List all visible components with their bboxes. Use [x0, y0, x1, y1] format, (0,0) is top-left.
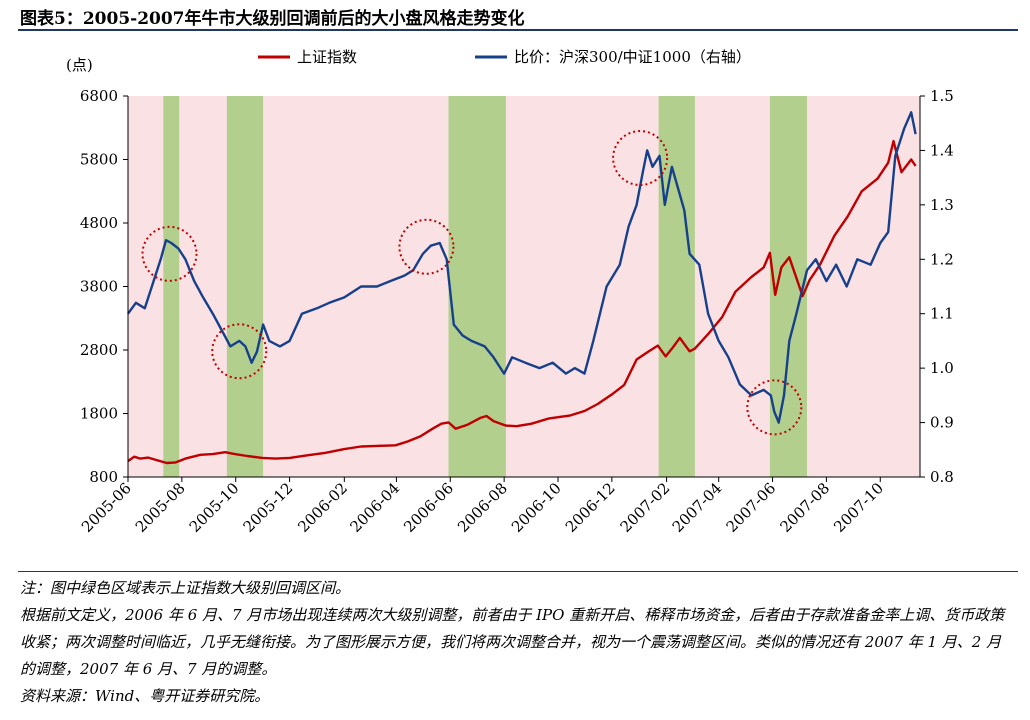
shaded-period-5 [769, 96, 807, 477]
shaded-periods [163, 96, 807, 477]
x-tick-label: 2006-04 [346, 479, 403, 536]
right-tick-label: 0.9 [930, 414, 954, 432]
x-tick-label: 2006-02 [294, 479, 351, 536]
left-tick-label: 6800 [80, 87, 118, 105]
x-tick-label: 2005-08 [132, 479, 189, 536]
highlight-circle-3 [398, 218, 455, 275]
title-rule [18, 29, 1018, 31]
highlight-circle-2 [211, 323, 268, 380]
line-ratio [127, 111, 917, 424]
right-tick-label: 1.1 [930, 305, 954, 323]
right-tick-label: 1.4 [930, 141, 954, 159]
left-axis-unit: (点) [66, 56, 93, 74]
legend-label-ratio: 比价：沪深300/中证1000（右轴） [514, 48, 751, 66]
shaded-period-4 [658, 96, 695, 477]
x-tick-label: 2006-12 [562, 479, 619, 536]
chart: 800 1800 2800 3800 4800 5800 6800 0.8 0.9 1.0 1.1 1… [66, 48, 954, 536]
x-tick-label: 2007-04 [669, 479, 726, 536]
highlight-circle-5 [746, 379, 803, 436]
left-tick-label: 3800 [80, 278, 118, 296]
right-tick-label: 1.5 [930, 87, 954, 105]
note-source: 资料来源：Wind、粤开证券研究院。 [20, 687, 270, 705]
x-tick-label: 2006-08 [454, 479, 511, 536]
shaded-period-1 [163, 96, 180, 477]
highlight-circle-4 [612, 130, 669, 187]
x-tick-label: 2007-08 [776, 479, 833, 536]
right-tick-label: 0.8 [930, 468, 954, 486]
highlight-circle-1 [141, 225, 198, 282]
left-tick-label: 800 [89, 468, 118, 486]
right-tick-label: 1.3 [930, 196, 954, 214]
notes-rule [18, 571, 1018, 572]
highlight-circles [141, 130, 803, 436]
line-shanghai-index [127, 139, 917, 465]
note-legend-explanation: 注：图中绿色区域表示上证指数大级别回调区间。 [20, 579, 351, 597]
shaded-period-2 [226, 96, 264, 477]
left-tick-label: 5800 [80, 151, 118, 169]
left-tick-label: 4800 [80, 214, 118, 232]
right-tick-label: 1.0 [930, 359, 954, 377]
notes-block: 注：图中绿色区域表示上证指数大级别回调区间。 根据前文定义，2006 年 6 月… [20, 575, 1010, 710]
right-tick-label: 1.2 [930, 250, 954, 268]
legend-label-shanghai-index: 上证指数 [297, 48, 357, 66]
x-tick-label: 2006-10 [508, 479, 565, 536]
left-tick-label: 1800 [80, 405, 118, 423]
x-tick-label: 2005-10 [186, 479, 243, 536]
left-tick-label: 2800 [80, 341, 118, 359]
series-ratio [127, 111, 917, 424]
x-tick-label: 2006-06 [400, 479, 457, 536]
shaded-period-3 [448, 96, 506, 477]
x-tick-label: 2007-02 [617, 479, 674, 536]
note-methodology: 根据前文定义，2006 年 6 月、7 月市场出现连续两次大级别调整，前者由于 … [20, 606, 1005, 678]
series-shanghai-index [127, 139, 917, 465]
figure-title: 图表5：2005-2007年牛市大级别回调前后的大小盘风格走势变化 [20, 9, 525, 29]
x-tick-label: 2007-06 [723, 479, 780, 536]
x-tick-label: 2005-06 [78, 479, 135, 536]
x-tick-label: 2007-10 [830, 479, 887, 536]
x-tick-label: 2005-12 [240, 479, 297, 536]
legend: 上证指数 比价：沪深300/中证1000（右轴） [258, 48, 751, 66]
